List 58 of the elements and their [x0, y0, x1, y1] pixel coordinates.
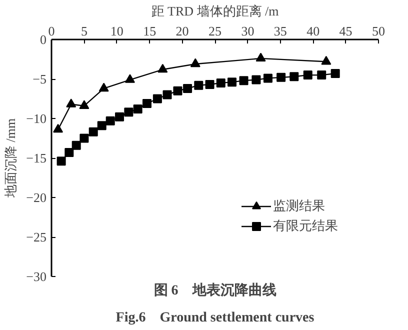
point — [290, 72, 299, 82]
point — [142, 98, 152, 108]
point — [190, 58, 200, 68]
text: Fig.6 Ground settlement curves — [116, 310, 315, 326]
point — [228, 78, 237, 87]
y-tick-label: −20 — [26, 190, 47, 205]
point — [183, 84, 192, 93]
point — [106, 116, 115, 126]
point — [80, 134, 89, 143]
point — [321, 56, 332, 65]
point — [97, 121, 106, 130]
point — [53, 124, 64, 133]
point — [158, 64, 168, 73]
text: 图 6 地表沉降曲线 — [154, 282, 276, 298]
x-axis-title: 距 TRD 墙体的距离 /m — [151, 4, 279, 18]
y-tick-label: −10 — [26, 111, 47, 126]
point — [173, 86, 182, 96]
point — [152, 94, 162, 104]
point — [72, 140, 81, 150]
point — [162, 90, 172, 100]
point — [216, 78, 226, 88]
x-tick-label: 30 — [241, 24, 254, 38]
point — [64, 148, 74, 157]
point — [79, 100, 90, 109]
x-tick-label: 45 — [339, 24, 352, 38]
x-tick-label: 5 — [80, 24, 88, 38]
y-tick-label: −30 — [26, 269, 47, 284]
x-tick-label: 35 — [274, 24, 287, 38]
legend-label: 有限元结果 — [273, 217, 338, 235]
point — [205, 80, 214, 90]
point — [133, 104, 142, 114]
y-tick-label: −25 — [26, 230, 47, 244]
x-tick-label: 20 — [176, 24, 189, 38]
point — [263, 74, 272, 83]
y-tick-label: −15 — [26, 150, 47, 166]
x-tick-label: 10 — [110, 24, 124, 38]
point — [303, 70, 312, 80]
point — [252, 75, 261, 84]
point — [239, 76, 248, 86]
point — [194, 80, 204, 90]
x-tick-label: 50 — [372, 24, 385, 38]
point — [330, 68, 340, 78]
point — [276, 72, 286, 82]
point — [66, 98, 76, 108]
y-axis-title: 地面沉降 /mm — [3, 118, 18, 199]
y-tick-label: −5 — [32, 72, 47, 86]
point — [98, 82, 109, 92]
point — [256, 52, 266, 62]
legend-label: 监测结果 — [273, 197, 325, 215]
x-tick-label: 15 — [143, 24, 156, 38]
x-tick-label: 25 — [208, 24, 222, 38]
point — [317, 70, 326, 80]
point — [115, 112, 124, 122]
point — [88, 127, 98, 136]
point — [56, 156, 66, 166]
point — [124, 108, 134, 117]
x-tick-label: 40 — [306, 24, 320, 38]
point — [124, 74, 135, 83]
